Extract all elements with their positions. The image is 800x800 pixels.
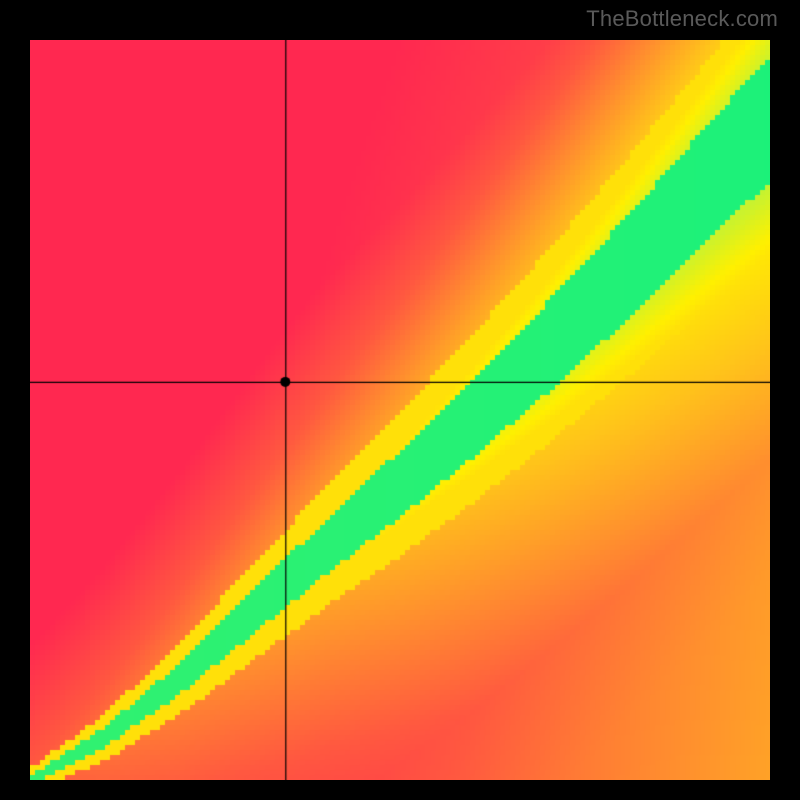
chart-container: TheBottleneck.com <box>0 0 800 800</box>
plot-area <box>30 40 770 780</box>
attribution-text: TheBottleneck.com <box>586 6 778 32</box>
bottleneck-heatmap <box>30 40 770 780</box>
